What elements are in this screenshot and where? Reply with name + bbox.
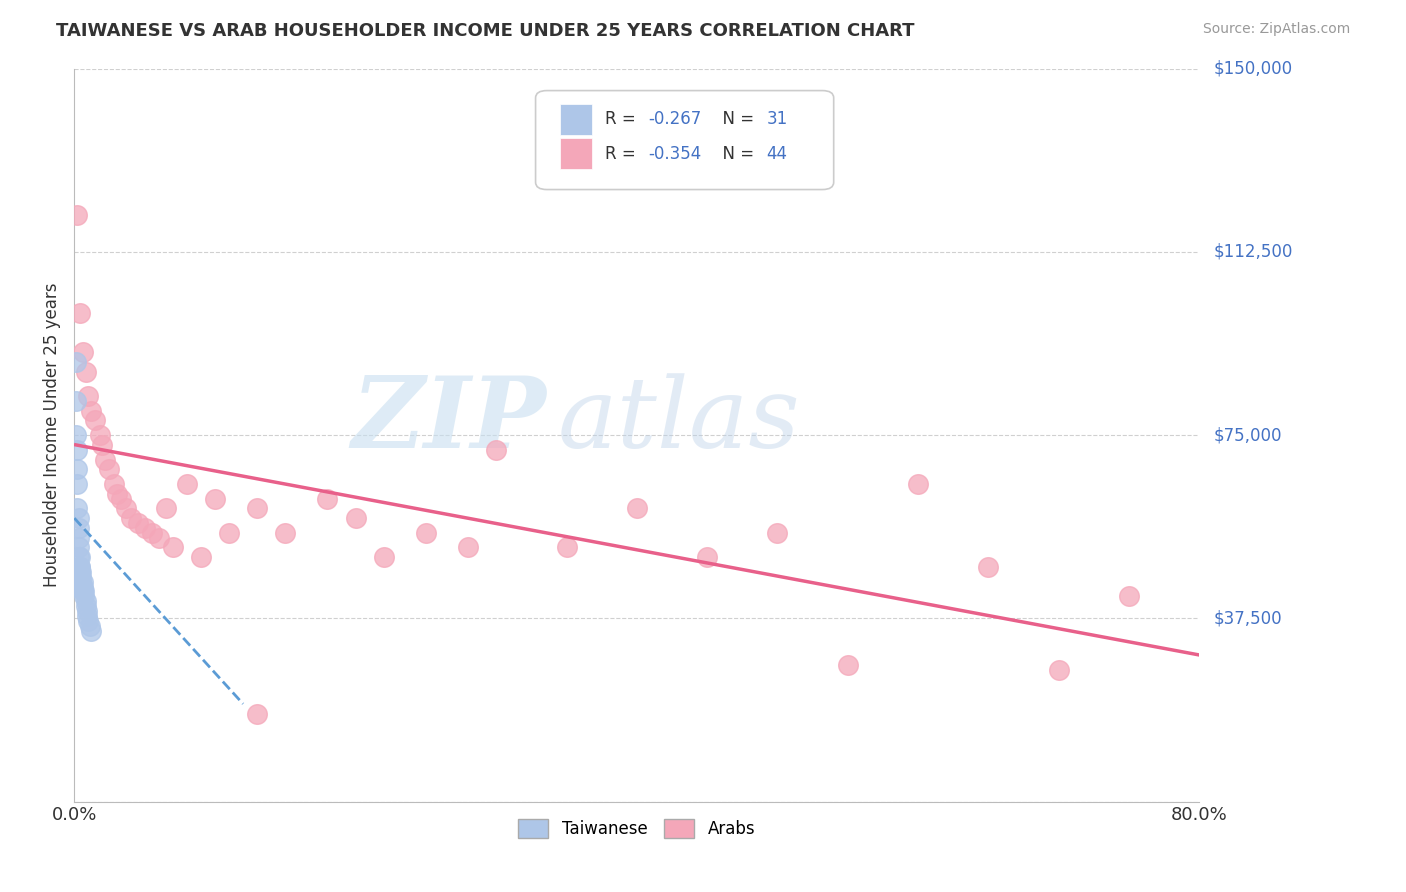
Point	[72, 574, 94, 589]
Point	[98, 462, 121, 476]
Point	[218, 525, 240, 540]
Text: $75,000: $75,000	[1213, 426, 1282, 444]
Point	[141, 525, 163, 540]
Point	[91, 438, 114, 452]
Text: -0.267: -0.267	[648, 111, 702, 128]
Point	[73, 590, 96, 604]
Point	[176, 477, 198, 491]
Point	[485, 442, 508, 457]
Point	[555, 541, 578, 555]
Text: ZIP: ZIP	[352, 372, 547, 468]
Text: Source: ZipAtlas.com: Source: ZipAtlas.com	[1202, 22, 1350, 37]
Point	[70, 574, 93, 589]
Text: R =: R =	[606, 145, 641, 162]
Point	[373, 550, 395, 565]
Point	[69, 550, 91, 565]
Point	[148, 531, 170, 545]
Point	[766, 525, 789, 540]
Point	[65, 355, 87, 369]
Point	[76, 608, 98, 623]
Y-axis label: Householder Income Under 25 years: Householder Income Under 25 years	[44, 283, 60, 587]
Point	[190, 550, 212, 565]
Point	[1047, 663, 1070, 677]
Text: 31: 31	[766, 111, 787, 128]
Point	[66, 462, 89, 476]
Point	[84, 413, 107, 427]
Point	[204, 491, 226, 506]
Text: TAIWANESE VS ARAB HOUSEHOLDER INCOME UNDER 25 YEARS CORRELATION CHART: TAIWANESE VS ARAB HOUSEHOLDER INCOME UND…	[56, 22, 915, 40]
Point	[457, 541, 479, 555]
Point	[80, 624, 103, 638]
Point	[72, 580, 94, 594]
Point	[69, 560, 91, 574]
Point	[70, 565, 93, 579]
Text: R =: R =	[606, 111, 641, 128]
Point	[103, 477, 125, 491]
Point	[77, 389, 100, 403]
Bar	[561, 138, 592, 169]
Text: atlas: atlas	[558, 373, 801, 468]
Point	[155, 501, 177, 516]
Point	[72, 584, 94, 599]
Point	[127, 516, 149, 530]
Point	[79, 618, 101, 632]
Point	[105, 487, 128, 501]
Point	[274, 525, 297, 540]
Point	[66, 442, 89, 457]
Point	[72, 345, 94, 359]
Point	[67, 531, 90, 545]
Text: $37,500: $37,500	[1213, 609, 1282, 627]
Point	[65, 393, 87, 408]
Point	[67, 521, 90, 535]
Bar	[561, 103, 592, 135]
Point	[69, 565, 91, 579]
Point	[316, 491, 339, 506]
Point	[69, 306, 91, 320]
Point	[246, 501, 269, 516]
Point	[696, 550, 718, 565]
Text: -0.354: -0.354	[648, 145, 702, 162]
Text: N =: N =	[713, 111, 759, 128]
Point	[837, 657, 859, 672]
Point	[120, 511, 142, 525]
Point	[66, 477, 89, 491]
Point	[77, 614, 100, 628]
Point	[110, 491, 132, 506]
Point	[626, 501, 648, 516]
Point	[162, 541, 184, 555]
Point	[66, 208, 89, 222]
Point	[65, 428, 87, 442]
Point	[94, 452, 117, 467]
Point	[115, 501, 138, 516]
Point	[67, 541, 90, 555]
Point	[69, 560, 91, 574]
Point	[76, 604, 98, 618]
Point	[73, 584, 96, 599]
Point	[977, 560, 1000, 574]
Point	[67, 511, 90, 525]
Point	[415, 525, 437, 540]
Point	[246, 706, 269, 721]
Text: $150,000: $150,000	[1213, 60, 1292, 78]
Text: N =: N =	[713, 145, 759, 162]
Point	[80, 403, 103, 417]
Point	[134, 521, 156, 535]
Point	[907, 477, 929, 491]
Legend: Taiwanese, Arabs: Taiwanese, Arabs	[512, 812, 762, 845]
Point	[70, 570, 93, 584]
FancyBboxPatch shape	[536, 91, 834, 189]
Text: 44: 44	[766, 145, 787, 162]
Point	[1118, 590, 1140, 604]
Point	[75, 365, 97, 379]
Point	[66, 501, 89, 516]
Point	[67, 550, 90, 565]
Point	[75, 594, 97, 608]
Point	[344, 511, 367, 525]
Text: $112,500: $112,500	[1213, 243, 1292, 260]
Point	[75, 599, 97, 614]
Point	[89, 428, 111, 442]
